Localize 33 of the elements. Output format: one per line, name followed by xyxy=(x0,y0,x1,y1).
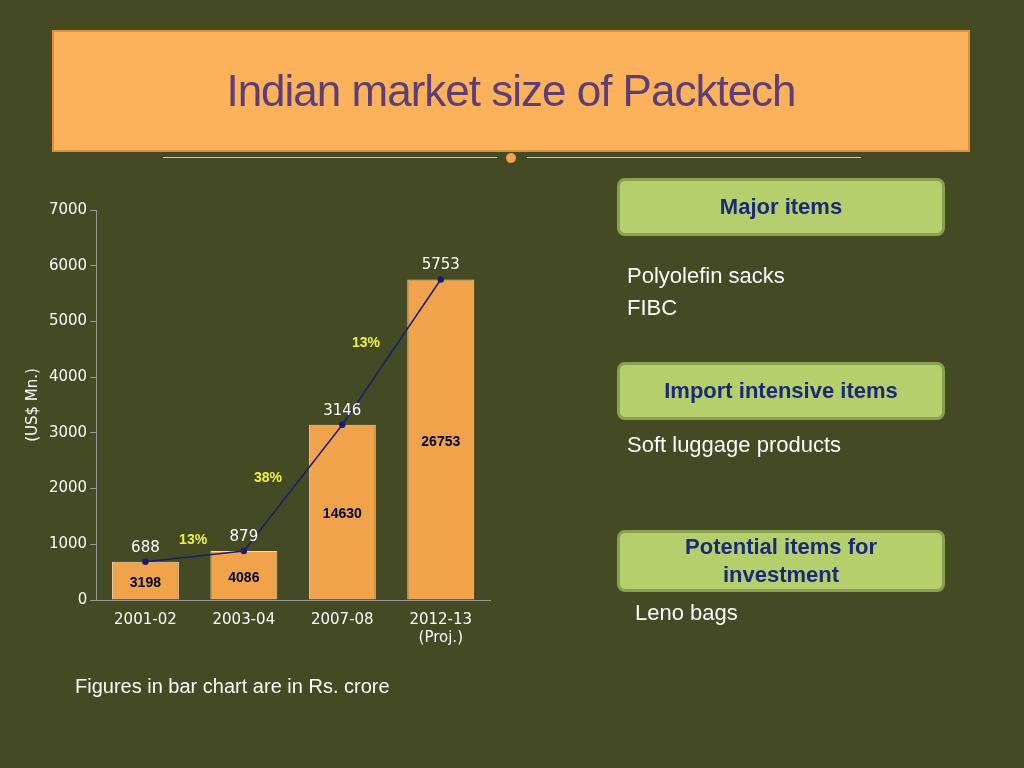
text: Potential items for investment xyxy=(617,530,945,592)
annotation: 3198 xyxy=(129,573,162,590)
x-tick-label: 2012-13 (Proj.) xyxy=(409,609,473,646)
annotation: 4086 xyxy=(228,568,260,585)
y-tick-label: 3000 xyxy=(48,422,88,441)
y-tick-label: 2000 xyxy=(48,478,88,497)
data-label: 879 xyxy=(229,527,259,546)
y-tick-label: 1000 xyxy=(48,534,88,553)
text: Major items xyxy=(617,178,945,236)
y-tick-label: 5000 xyxy=(48,311,88,330)
y-tick-label: 0 xyxy=(77,589,88,608)
data-label: 3146 xyxy=(323,400,362,419)
annotation: 38% xyxy=(254,468,283,485)
x-tick-label: 2003-04 xyxy=(212,609,276,628)
data-label: 5753 xyxy=(421,255,460,274)
text: Soft luggage products xyxy=(627,431,842,459)
text: Import intensive items xyxy=(617,362,945,420)
annotation: 13% xyxy=(179,531,208,548)
data-label: 688 xyxy=(131,537,160,556)
y-axis-title: (US$ Mn.) xyxy=(22,368,41,442)
chart-title: Indian market size of Packtech xyxy=(52,30,970,152)
text: Polyolefin sacks xyxy=(627,262,785,290)
text: Figures in bar chart are in Rs. crore xyxy=(75,675,390,698)
text: Leno bags xyxy=(635,599,738,627)
y-tick-label: 4000 xyxy=(48,367,88,386)
annotation: 13% xyxy=(351,333,381,350)
x-tick-label: 2001-02 xyxy=(114,609,177,628)
y-tick-label: 6000 xyxy=(48,255,88,274)
text: FIBC xyxy=(627,294,678,322)
annotation: 26753 xyxy=(421,432,461,449)
annotation: 14630 xyxy=(322,505,362,522)
y-tick-label: 7000 xyxy=(48,199,88,218)
x-tick-label: 2007-08 xyxy=(310,609,374,628)
